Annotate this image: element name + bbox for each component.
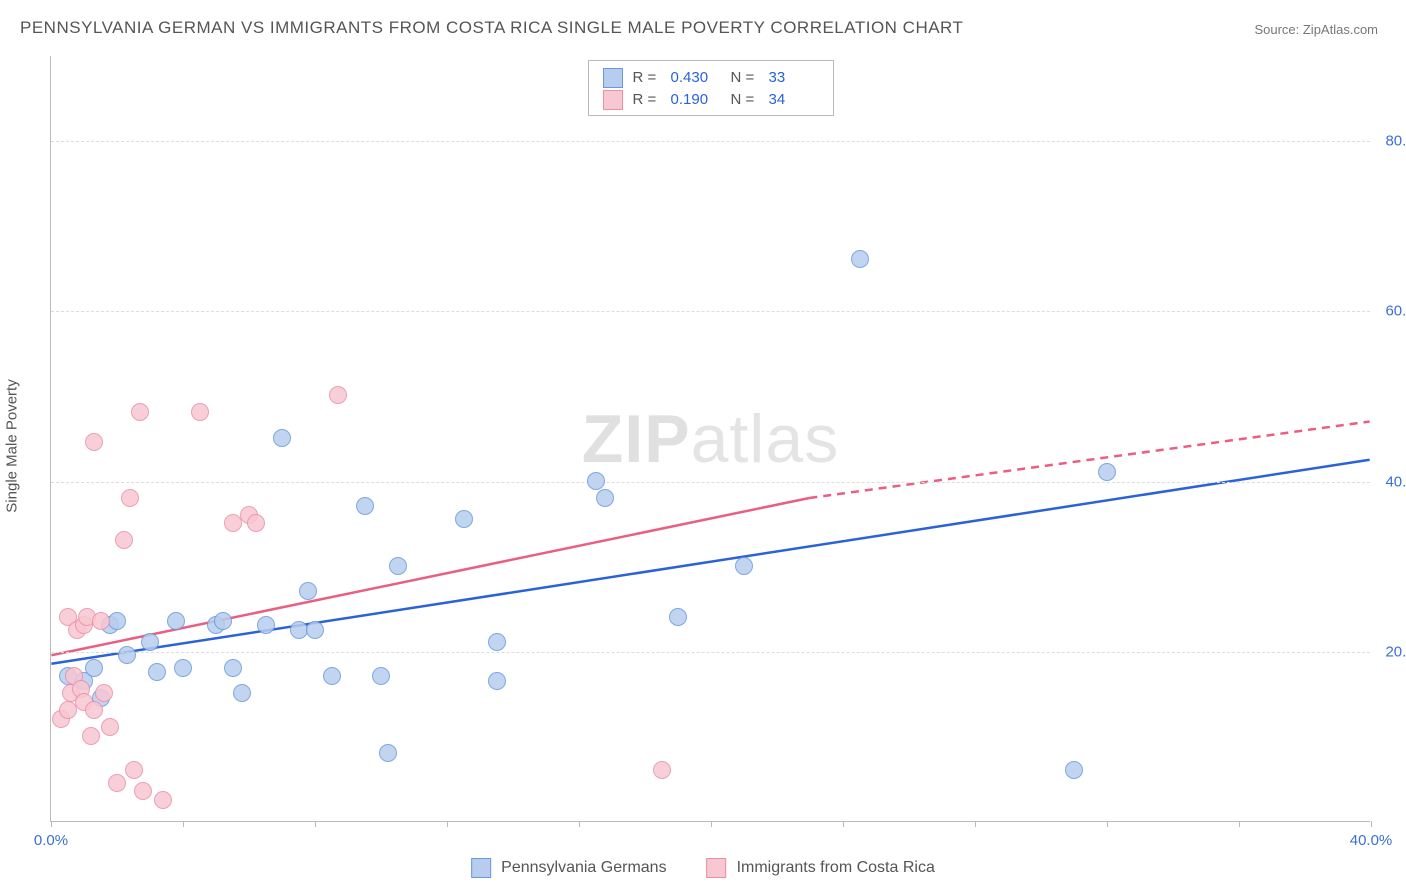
y-tick-label: 80.0% <box>1385 133 1406 150</box>
data-point <box>131 403 149 421</box>
y-tick-label: 20.0% <box>1385 643 1406 660</box>
data-point <box>85 659 103 677</box>
r-label: R = <box>633 89 661 111</box>
n-label: N = <box>731 67 759 89</box>
x-tick <box>1239 821 1240 827</box>
x-tick <box>1107 821 1108 827</box>
data-point <box>1065 761 1083 779</box>
data-point <box>154 791 172 809</box>
data-point <box>851 250 869 268</box>
data-point <box>92 612 110 630</box>
data-point <box>108 774 126 792</box>
trend-line <box>51 498 809 655</box>
y-tick-label: 40.0% <box>1385 473 1406 490</box>
trend-lines <box>51 56 1370 821</box>
data-point <box>306 621 324 639</box>
x-tick <box>1371 821 1372 827</box>
swatch-icon <box>471 858 491 878</box>
data-point <box>101 718 119 736</box>
data-point <box>669 608 687 626</box>
chart-title: PENNSYLVANIA GERMAN VS IMMIGRANTS FROM C… <box>20 18 963 38</box>
data-point <box>167 612 185 630</box>
data-point <box>125 761 143 779</box>
stats-legend: R = 0.430 N = 33 R = 0.190 N = 34 <box>588 60 834 116</box>
data-point <box>148 663 166 681</box>
data-point <box>1098 463 1116 481</box>
data-point <box>134 782 152 800</box>
stats-row: R = 0.430 N = 33 <box>603 67 819 89</box>
data-point <box>329 386 347 404</box>
data-point <box>85 433 103 451</box>
x-tick <box>51 821 52 827</box>
x-tick <box>315 821 316 827</box>
data-point <box>379 744 397 762</box>
data-point <box>95 684 113 702</box>
data-point <box>356 497 374 515</box>
data-point <box>455 510 473 528</box>
swatch-icon <box>707 858 727 878</box>
r-value: 0.190 <box>671 89 721 111</box>
data-point <box>118 646 136 664</box>
x-tick <box>447 821 448 827</box>
data-point <box>214 612 232 630</box>
data-point <box>115 531 133 549</box>
data-point <box>224 659 242 677</box>
data-point <box>108 612 126 630</box>
data-point <box>121 489 139 507</box>
x-tick <box>183 821 184 827</box>
x-tick <box>579 821 580 827</box>
n-value: 33 <box>769 67 819 89</box>
x-tick <box>711 821 712 827</box>
trend-line <box>809 422 1369 499</box>
data-point <box>82 727 100 745</box>
x-tick-label: 40.0% <box>1350 832 1393 849</box>
chart-source: Source: ZipAtlas.com <box>1254 22 1378 37</box>
data-point <box>141 633 159 651</box>
y-axis-label: Single Male Poverty <box>4 379 21 512</box>
plot-area: ZIPatlas R = 0.430 N = 33 R = 0.190 N = … <box>50 56 1370 822</box>
data-point <box>299 582 317 600</box>
data-point <box>735 557 753 575</box>
data-point <box>224 514 242 532</box>
swatch-icon <box>603 68 623 88</box>
data-point <box>587 472 605 490</box>
n-value: 34 <box>769 89 819 111</box>
bottom-legend: Pennsylvania Germans Immigrants from Cos… <box>471 858 935 878</box>
data-point <box>85 701 103 719</box>
x-tick <box>843 821 844 827</box>
data-point <box>323 667 341 685</box>
gridline <box>51 482 1370 483</box>
legend-item: Pennsylvania Germans <box>471 858 666 878</box>
legend-label: Pennsylvania Germans <box>501 859 666 877</box>
gridline <box>51 652 1370 653</box>
stats-row: R = 0.190 N = 34 <box>603 89 819 111</box>
data-point <box>191 403 209 421</box>
data-point <box>290 621 308 639</box>
data-point <box>488 672 506 690</box>
data-point <box>233 684 251 702</box>
data-point <box>488 633 506 651</box>
data-point <box>389 557 407 575</box>
data-point <box>174 659 192 677</box>
data-point <box>273 429 291 447</box>
gridline <box>51 311 1370 312</box>
x-tick <box>975 821 976 827</box>
data-point <box>257 616 275 634</box>
trend-line <box>51 460 1369 664</box>
r-label: R = <box>633 67 661 89</box>
gridline <box>51 141 1370 142</box>
legend-item: Immigrants from Costa Rica <box>707 858 935 878</box>
r-value: 0.430 <box>671 67 721 89</box>
data-point <box>653 761 671 779</box>
swatch-icon <box>603 90 623 110</box>
y-tick-label: 60.0% <box>1385 303 1406 320</box>
x-tick-label: 0.0% <box>34 832 68 849</box>
data-point <box>596 489 614 507</box>
data-point <box>59 701 77 719</box>
legend-label: Immigrants from Costa Rica <box>737 859 935 877</box>
data-point <box>247 514 265 532</box>
n-label: N = <box>731 89 759 111</box>
data-point <box>372 667 390 685</box>
